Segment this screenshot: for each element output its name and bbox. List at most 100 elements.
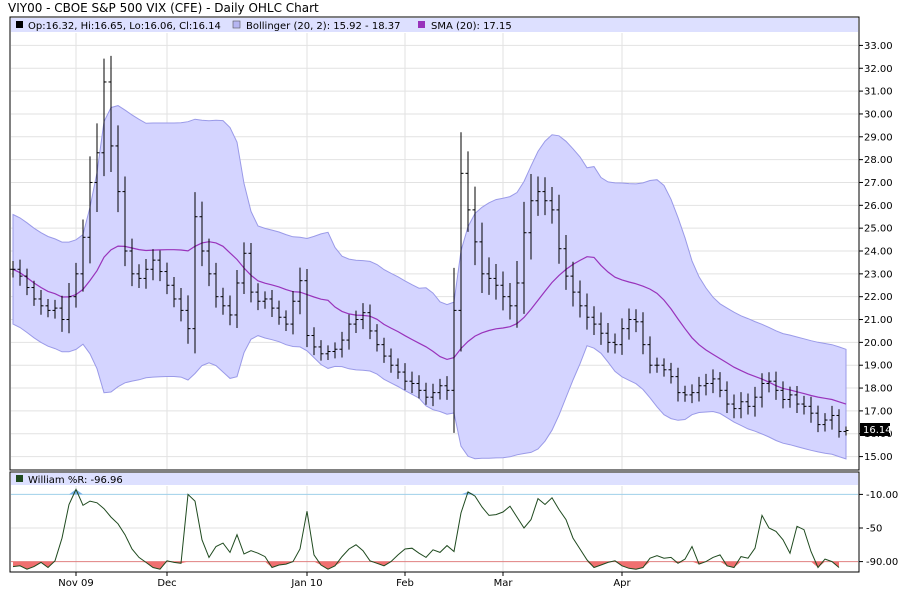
price-tick-label: 17.00 (864, 406, 893, 417)
williams-line-group (12, 488, 840, 570)
ohlc-bar (682, 385, 688, 402)
bollinger-legend-text: Bollinger (20, 2): 15.92 - 18.37 (246, 21, 400, 32)
time-tick-label: Nov 09 (58, 578, 93, 589)
ohlc-bar (178, 288, 184, 322)
ohlc-bar (493, 264, 499, 300)
ohlc-bar (409, 371, 415, 394)
sma-line-group (12, 241, 847, 405)
ohlc-bar (822, 413, 828, 432)
ohlc-bar (255, 283, 261, 311)
ohlc-bar (640, 312, 646, 355)
ohlc-bar (381, 337, 387, 363)
ohlc-legend-text: Op:16.32, Hi:16.65, Lo:16.06, Cl:16.14 (28, 21, 221, 32)
time-tick-label: Dec (157, 578, 176, 589)
ohlc-bar (836, 409, 842, 438)
williams-tick-label: -90.00 (866, 557, 898, 568)
williams-line (12, 488, 840, 570)
ohlc-bar (591, 306, 597, 336)
price-tick-label: 26.00 (864, 201, 893, 212)
williams-legend-text: William %R: -96.96 (28, 475, 123, 486)
ohlc-bar (185, 295, 191, 344)
ohlc-bar (213, 262, 219, 308)
williams-legend-swatch (16, 475, 23, 482)
ohlc-bar (521, 201, 527, 314)
time-tick-label: Jan 10 (290, 578, 322, 589)
ohlc-bar (745, 393, 751, 415)
price-tick-label: 19.00 (864, 361, 893, 372)
ohlc-bar (59, 295, 65, 332)
ohlc-bar (528, 174, 534, 260)
ohlc-bar (10, 261, 16, 278)
ohlc-bar (227, 295, 233, 326)
williams-legend-bar (11, 473, 858, 485)
ohlc-bar (290, 290, 296, 335)
ohlc-bar (136, 264, 142, 289)
ohlc-bar (311, 327, 317, 356)
price-tick-label: 25.00 (864, 224, 893, 235)
ohlc-bar (94, 123, 100, 212)
ohlc-bar (325, 345, 331, 360)
ohlc-bar (556, 194, 562, 264)
ohlc-bar (388, 348, 394, 373)
ohlc-bar (122, 176, 128, 267)
price-tick-label: 23.00 (864, 269, 893, 280)
legend-bollinger: Bollinger (20, 2): 15.92 - 18.37 (232, 20, 400, 32)
price-tick-label: 21.00 (864, 315, 893, 326)
ohlc-bar (675, 367, 681, 402)
ohlc-bar (164, 262, 170, 295)
ohlc-bar (619, 318, 625, 355)
ohlc-bar (234, 269, 240, 328)
ohlc-bar (143, 258, 149, 289)
time-tick-label: Apr (613, 578, 631, 589)
ohlc-bar (402, 363, 408, 391)
ohlc-bar (73, 262, 79, 308)
ohlc-bar (535, 176, 541, 216)
ohlc-bar (248, 243, 254, 303)
ohlc-bar (612, 333, 618, 354)
legend-ohlc: Op:16.32, Hi:16.65, Lo:16.06, Cl:16.14 (16, 21, 221, 32)
ohlc-bar (332, 342, 338, 359)
ohlc-bar (80, 219, 86, 292)
ohlc-bar (52, 299, 58, 319)
ohlc-legend-swatch (16, 21, 23, 28)
ohlc-bar (108, 55, 114, 172)
ohlc-bar (815, 405, 821, 433)
ohlc-bar (766, 372, 772, 393)
ohlc-bar (703, 373, 709, 396)
ohlc-bar (738, 392, 744, 419)
ohlc-bar (752, 386, 758, 417)
ohlc-bar (458, 132, 464, 352)
ohlc-bar (717, 372, 723, 398)
ohlc-bar (647, 336, 653, 374)
ohlc-bar (472, 186, 478, 266)
ohlc-bar (451, 267, 457, 433)
ohlc-bar (759, 373, 765, 408)
ohlc-bar (444, 376, 450, 400)
ohlc-bar (794, 385, 800, 413)
price-tick-label: 27.00 (864, 178, 893, 189)
ohlc-bar (66, 282, 72, 334)
chart-title: VIY00 - CBOE S&P 500 VIX (CFE) - Daily O… (8, 1, 319, 15)
ohlc-bar (668, 362, 674, 384)
ohlc-bar (654, 357, 660, 373)
time-axis: Nov 09 Dec Jan 10 Feb Mar Apr (58, 572, 632, 589)
ohlc-bar (360, 303, 366, 330)
price-tick-label: 24.00 (864, 247, 893, 258)
price-tick-label: 32.00 (864, 64, 893, 75)
ohlc-bar (395, 358, 401, 379)
ohlc-bar (283, 310, 289, 331)
ohlc-bar (269, 290, 275, 318)
last-price-marker: 16.14 (860, 423, 892, 436)
ohlc-bar (437, 378, 443, 400)
sma-legend-text: SMA (20): 17.15 (431, 21, 512, 32)
ohlc-bar (500, 271, 506, 311)
ohlc-bar (479, 222, 485, 294)
ohlc-bar (297, 267, 303, 315)
last-price-label: 16.14 (863, 425, 892, 436)
bollinger-area (12, 105, 847, 460)
price-tick-label: 22.00 (864, 292, 893, 303)
ohlc-bar (423, 382, 429, 405)
ohlc-bar (339, 331, 345, 358)
ohlc-bar (598, 312, 604, 345)
